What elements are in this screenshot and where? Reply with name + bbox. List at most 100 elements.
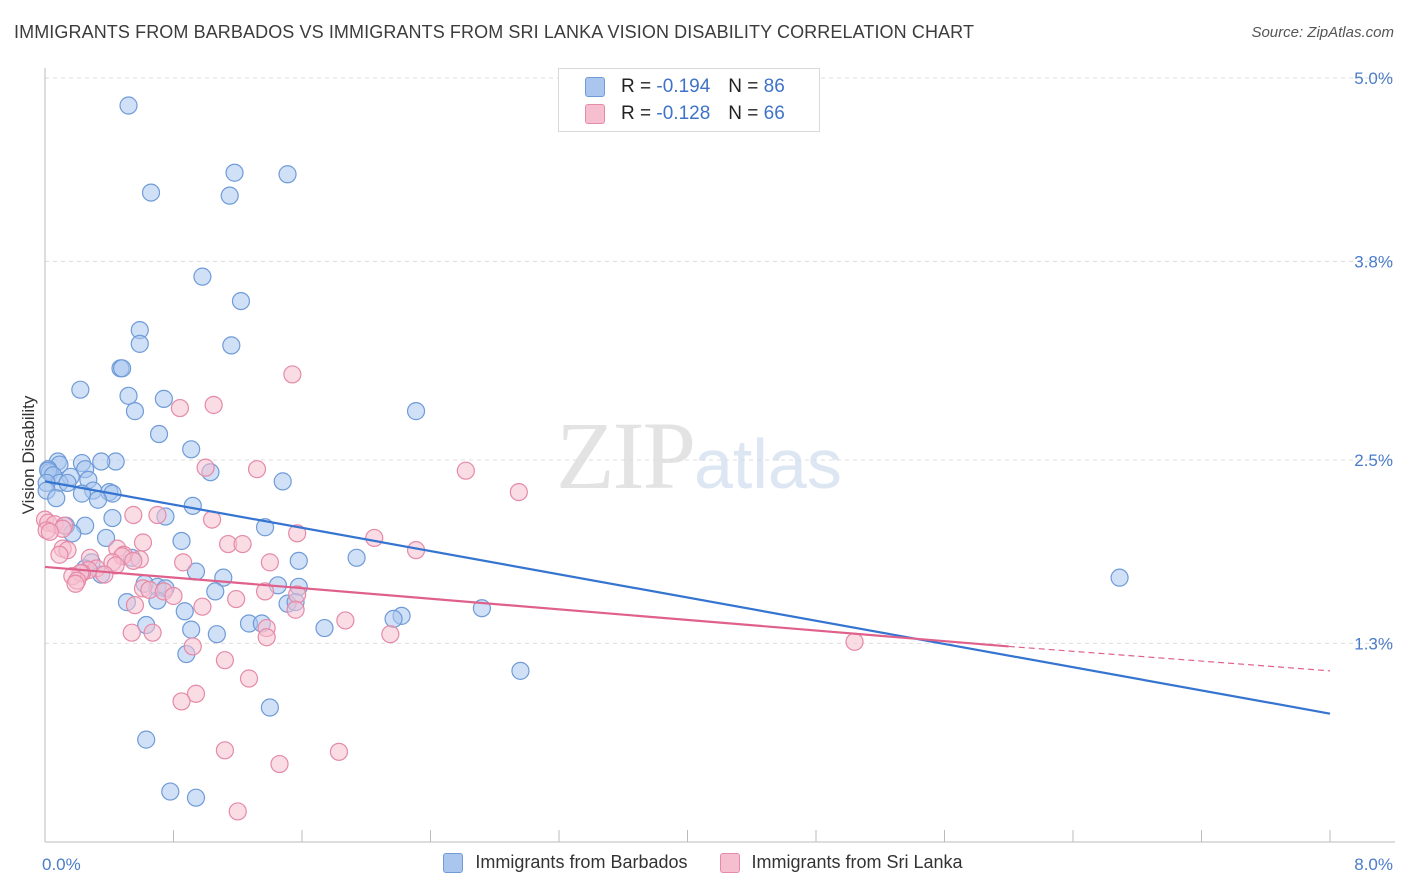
- barbados-point: [384, 609, 403, 629]
- sri-lanka-point: [50, 545, 69, 564]
- sri-lanka-n-value: 66: [763, 103, 785, 124]
- barbados-n-value: 86: [763, 76, 785, 97]
- sri-lanka-point: [133, 533, 153, 552]
- barbados-point: [112, 359, 132, 378]
- n-label: N =: [728, 76, 759, 97]
- barbados-legend-swatch: [443, 852, 464, 873]
- barbados-point: [154, 389, 173, 408]
- sri-lanka-point: [204, 395, 223, 415]
- series-sri-lanka-points: [35, 365, 864, 821]
- sri-lanka-point: [509, 482, 528, 502]
- y-tick-label: 1.3%: [1354, 634, 1393, 653]
- sri-lanka-point: [215, 651, 234, 670]
- barbados-point: [71, 380, 90, 399]
- sri-lanka-point: [239, 669, 259, 688]
- sri-lanka-point: [286, 600, 305, 619]
- barbados-point: [225, 163, 244, 182]
- sri-lanka-point: [172, 692, 191, 711]
- sri-lanka-legend-label: Immigrants from Sri Lanka: [751, 852, 963, 872]
- y-tick-label: 3.8%: [1354, 252, 1393, 271]
- sri-lanka-point: [193, 597, 212, 616]
- sri-lanka-point: [170, 398, 190, 418]
- tick-labels: 1.3% 2.5% 3.8% 5.0% 0.0% 8.0% Vision Disabilit…: [19, 69, 1393, 874]
- watermark-atlas: atlas: [694, 425, 842, 503]
- sri-lanka-point: [125, 596, 145, 615]
- barbados-legend-label: Immigrants from Barbados: [475, 852, 688, 872]
- n-label: N =: [728, 103, 759, 124]
- barbados-point: [141, 183, 161, 202]
- sri-lanka-point: [288, 524, 307, 543]
- barbados-point: [406, 402, 426, 421]
- barbados-point: [88, 490, 108, 509]
- watermark-zip: ZIP: [556, 402, 696, 509]
- sri-lanka-point: [270, 754, 289, 774]
- barbados-point: [278, 165, 297, 184]
- barbados-point: [161, 782, 180, 801]
- sri-lanka-swatch: [585, 104, 605, 124]
- r-label: R =: [621, 103, 652, 124]
- sri-lanka-point: [122, 623, 141, 642]
- barbados-point: [92, 452, 111, 471]
- barbados-point: [103, 508, 122, 528]
- grid-lines: [45, 77, 1395, 644]
- barbados-point: [182, 620, 201, 639]
- sri-lanka-point: [124, 551, 143, 570]
- axes: [44, 68, 1395, 843]
- sri-lanka-point: [260, 553, 279, 572]
- barbados-point: [273, 472, 292, 491]
- barbados-point: [119, 386, 138, 405]
- barbados-point: [119, 96, 138, 115]
- barbados-point: [207, 625, 226, 644]
- barbados-point: [47, 489, 66, 508]
- trend-lines: [44, 480, 1331, 715]
- sri-lanka-point: [95, 565, 114, 584]
- sri-lanka-point: [247, 460, 267, 479]
- barbados-point: [182, 440, 201, 459]
- barbados-point: [347, 548, 366, 567]
- barbados-point: [172, 531, 191, 551]
- barbados-swatch: [585, 77, 605, 97]
- barbados-point: [315, 618, 334, 638]
- y-tick-label: 5.0%: [1354, 69, 1393, 88]
- barbados-point: [511, 661, 530, 680]
- barbados-point: [193, 267, 212, 286]
- barbados-trend-line: [44, 480, 1331, 715]
- legend-row-sri-lanka: R = -0.128 N = 66: [585, 102, 785, 126]
- sri-lanka-point: [228, 802, 247, 821]
- x-tick-label-max: 8.0%: [1354, 855, 1393, 874]
- sri-lanka-point: [174, 553, 193, 572]
- barbados-point: [149, 424, 169, 444]
- legend-item-barbados[interactable]: Immigrants from Barbados: [443, 852, 688, 873]
- barbados-point: [231, 291, 251, 311]
- barbados-point: [206, 582, 225, 601]
- sri-lanka-point: [845, 632, 864, 651]
- series-legend: Immigrants from Barbados Immigrants from…: [0, 852, 1406, 873]
- sri-lanka-point: [365, 528, 384, 548]
- sri-lanka-point: [257, 628, 276, 647]
- source-label: Source: ZipAtlas.com: [1251, 24, 1394, 41]
- y-tick-label: 2.5%: [1354, 451, 1393, 470]
- r-label: R =: [621, 76, 652, 97]
- sri-lanka-point: [381, 625, 400, 644]
- watermark: ZIPatlas: [556, 400, 842, 511]
- sri-lanka-r-value: -0.128: [656, 103, 711, 124]
- sri-lanka-point: [329, 742, 349, 761]
- sri-lanka-trend-extension: [1008, 645, 1331, 672]
- chart-title: IMMIGRANTS FROM BARBADOS VS IMMIGRANTS F…: [14, 22, 975, 42]
- barbados-point: [183, 496, 202, 515]
- x-tick-label-min: 0.0%: [42, 855, 81, 874]
- sri-lanka-point: [183, 637, 202, 656]
- sri-lanka-point: [283, 365, 302, 384]
- barbados-point: [289, 551, 308, 570]
- barbados-point: [175, 602, 194, 621]
- legend-item-sri-lanka[interactable]: Immigrants from Sri Lanka: [719, 852, 963, 873]
- legend-row-barbados: R = -0.194 N = 86: [585, 75, 785, 99]
- barbados-point: [58, 473, 77, 493]
- sri-lanka-point: [215, 741, 234, 760]
- sri-lanka-point: [456, 461, 475, 480]
- barbados-point: [186, 788, 206, 807]
- sri-lanka-point: [255, 582, 275, 601]
- barbados-point: [130, 334, 149, 353]
- sri-lanka-point: [124, 505, 143, 525]
